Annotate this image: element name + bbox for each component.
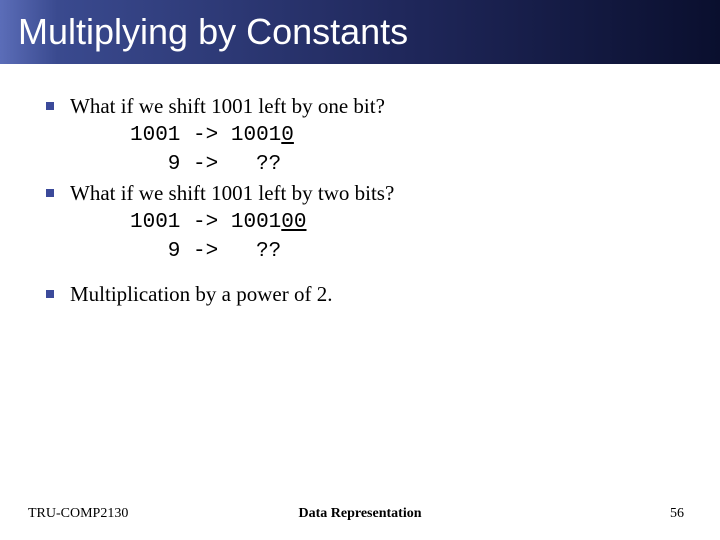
bullet-icon [46, 290, 54, 298]
slide-footer: TRU-COMP2130 Data Representation 56 [0, 506, 720, 522]
title-bar: Multiplying by Constants [0, 0, 720, 64]
code-line: 9 -> ?? [70, 151, 680, 179]
bullet-icon [46, 102, 54, 110]
bullet-item-1: What if we shift 1001 left by one bit? [70, 92, 680, 120]
code-line: 1001 -> 100100 [70, 209, 680, 237]
code-line: 1001 -> 10010 [70, 122, 680, 150]
bullet-text: Multiplication by a power of 2. [70, 282, 332, 306]
slide-content: What if we shift 1001 left by one bit? 1… [0, 64, 720, 308]
slide-title: Multiplying by Constants [18, 11, 408, 53]
bullet-text: What if we shift 1001 left by one bit? [70, 94, 385, 118]
bullet-icon [46, 189, 54, 197]
footer-center: Data Representation [298, 506, 421, 522]
bullet-item-2: What if we shift 1001 left by two bits? [70, 179, 680, 207]
bullet-text: What if we shift 1001 left by two bits? [70, 181, 394, 205]
footer-right: 56 [670, 506, 684, 522]
footer-left: TRU-COMP2130 [28, 506, 128, 522]
code-line: 9 -> ?? [70, 238, 680, 266]
bullet-item-3: Multiplication by a power of 2. [70, 280, 680, 308]
